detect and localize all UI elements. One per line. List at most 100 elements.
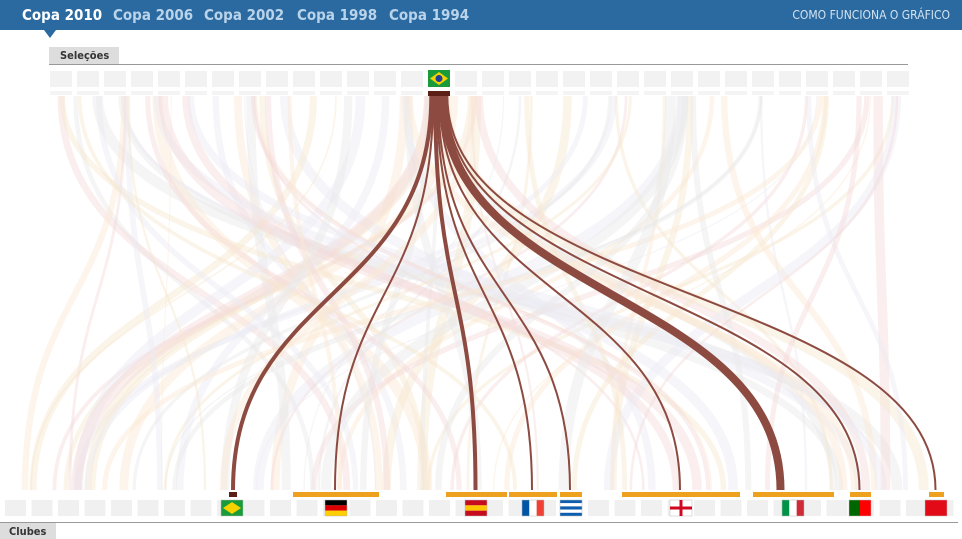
flag-stripe: [465, 505, 487, 511]
faded-flow: [475, 95, 870, 491]
faded-flow: [84, 95, 588, 491]
faded-flag: [455, 71, 477, 87]
target-bar: [446, 492, 507, 497]
flag-border: [781, 499, 805, 517]
faded-flow: [96, 95, 359, 491]
nav-item[interactable]: Copa 1998: [297, 6, 377, 24]
faded-flow: [160, 95, 172, 491]
faded-bar: [644, 91, 666, 95]
flow-link: [433, 95, 478, 491]
flag-stripe: [536, 500, 544, 516]
faded-flow: [163, 95, 632, 491]
active-marker: [44, 30, 56, 38]
faded-flow: [571, 95, 830, 491]
faded-flag: [509, 71, 531, 87]
flag-stripe: [325, 500, 347, 506]
faded-flow: [806, 95, 908, 491]
header-bar: [0, 0, 962, 30]
faded-flag: [590, 71, 612, 87]
flag-stripe: [529, 500, 537, 516]
faded-flag: [58, 500, 79, 516]
faded-flag: [50, 71, 72, 87]
faded-bar: [887, 91, 909, 95]
flag-stripe: [465, 500, 487, 506]
target-bar: [622, 492, 740, 497]
faded-flag: [614, 500, 636, 516]
faded-bar: [239, 91, 261, 95]
flag-stripe: [325, 505, 347, 511]
flag-stripe: [560, 506, 582, 510]
nav-item[interactable]: Copa 1994: [389, 6, 469, 24]
target-bar: [509, 492, 557, 497]
faded-flow: [84, 95, 436, 491]
flag-border: [324, 499, 348, 517]
faded-flow: [764, 95, 862, 491]
flag-border: [521, 499, 545, 517]
flag-stripe: [465, 510, 487, 516]
faded-flow: [270, 95, 409, 491]
faded-bar: [725, 91, 747, 95]
faded-flag: [887, 71, 909, 87]
faded-bar: [833, 91, 855, 95]
faded-flow: [466, 95, 533, 491]
links: [231, 95, 937, 491]
faded-flow: [74, 95, 617, 491]
nav-item[interactable]: Copa 2002: [204, 6, 284, 24]
flag-stripe: [560, 503, 582, 507]
faded-flag: [879, 500, 901, 516]
target-bar: [850, 492, 871, 497]
help-link[interactable]: COMO FUNCIONA O GRÁFICO: [792, 7, 950, 22]
faded-bar: [617, 91, 639, 95]
faded-flow: [493, 95, 872, 491]
faded-flow: [406, 95, 858, 491]
faded-flow: [63, 95, 473, 491]
faded-bar: [131, 91, 153, 95]
flag-stripe: [925, 500, 947, 516]
faded-flow: [71, 95, 435, 491]
nav-item[interactable]: Copa 2006: [113, 6, 193, 24]
faded-flow: [280, 95, 739, 491]
faded-flow: [59, 95, 727, 491]
faded-flag: [296, 500, 318, 516]
faded-flag: [644, 71, 666, 87]
faded-flow: [360, 95, 432, 491]
faded-bar: [50, 91, 72, 95]
faded-flag: [131, 71, 153, 87]
faded-flag: [752, 71, 774, 87]
faded-flag: [906, 500, 927, 516]
faded-flow: [250, 95, 710, 491]
faded-flow: [68, 95, 127, 491]
flow-link: [438, 95, 681, 491]
flow-link: [436, 95, 533, 491]
target-bar: [560, 492, 582, 497]
faded-bar: [77, 91, 99, 95]
faded-flow: [21, 95, 128, 491]
faded-flag: [77, 71, 99, 87]
faded-flag: [833, 71, 855, 87]
faded-flow: [310, 95, 870, 491]
faded-bar: [563, 91, 585, 95]
faded-bar: [320, 91, 342, 95]
faded-flows: [5, 71, 954, 516]
faded-flow: [287, 95, 343, 491]
faded-flow: [182, 95, 681, 491]
faded-bar: [104, 91, 126, 95]
flag-stripe: [789, 500, 797, 516]
faded-flow: [52, 95, 477, 491]
faded-flow: [336, 95, 715, 491]
faded-bar: [752, 91, 774, 95]
faded-flow: [253, 95, 687, 491]
faded-bar: [590, 91, 612, 95]
faded-flag: [588, 500, 609, 516]
faded-flag: [320, 71, 342, 87]
faded-bar: [347, 91, 369, 95]
nav-item[interactable]: Copa 2010: [22, 6, 102, 24]
faded-flag: [725, 71, 747, 87]
flag-stripe: [796, 500, 804, 516]
faded-flow: [124, 95, 163, 491]
faded-flag: [402, 500, 424, 516]
faded-bar: [212, 91, 234, 95]
faded-bar: [266, 91, 288, 95]
faded-flow: [720, 95, 878, 491]
